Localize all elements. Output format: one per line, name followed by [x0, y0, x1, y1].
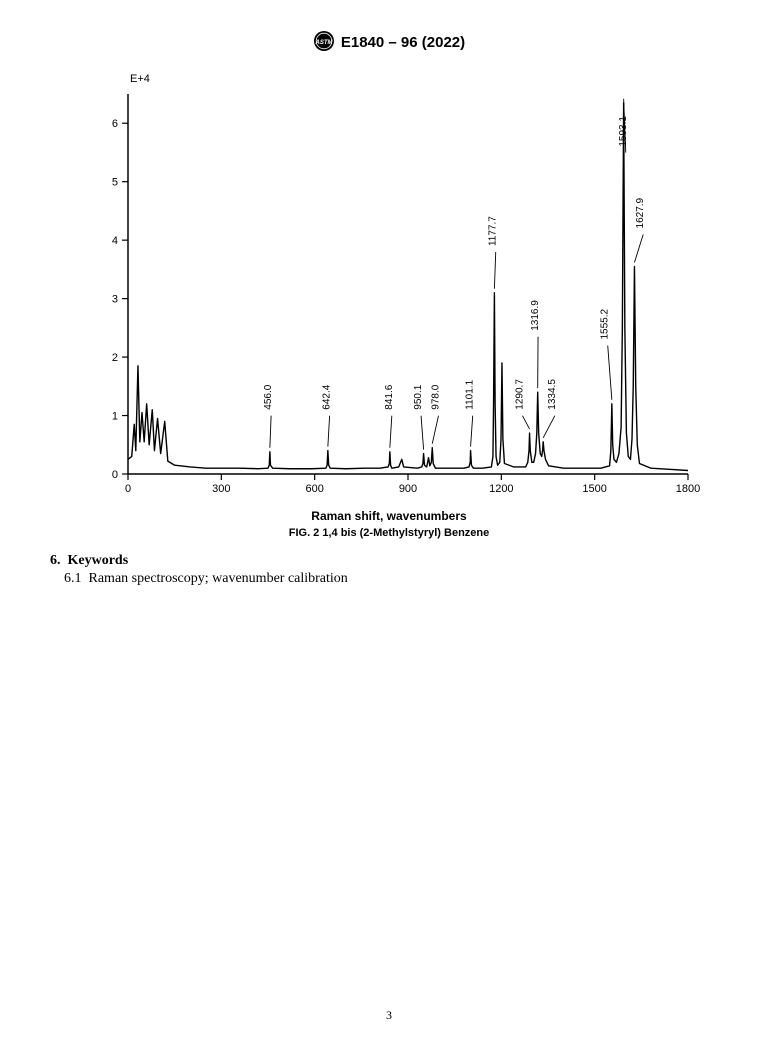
svg-text:1555.2: 1555.2	[600, 309, 611, 340]
svg-text:950.1: 950.1	[413, 384, 424, 409]
svg-text:0: 0	[125, 483, 131, 495]
astm-logo-icon: ASTM	[313, 30, 335, 56]
svg-text:300: 300	[212, 483, 230, 495]
svg-text:600: 600	[305, 483, 323, 495]
svg-text:1: 1	[112, 411, 118, 423]
svg-text:1800: 1800	[676, 483, 700, 495]
svg-text:456.0: 456.0	[263, 384, 274, 409]
section-number: 6.	[50, 553, 61, 568]
svg-text:1316.9: 1316.9	[530, 300, 541, 331]
spectrum-chart: 0 1 2 3 4 5 6 0 300 600 900 1200 1500 1800 E+4 456.0 642…	[70, 64, 708, 539]
svg-text:3: 3	[112, 294, 118, 306]
svg-text:0: 0	[112, 469, 118, 481]
section-heading: 6. Keywords	[50, 553, 728, 569]
subsection-text: Raman spectroscopy; wavenumber calibrati…	[89, 571, 348, 586]
svg-text:900: 900	[399, 483, 417, 495]
svg-text:1334.5: 1334.5	[547, 379, 558, 410]
chart-svg: 0 1 2 3 4 5 6 0 300 600 900 1200 1500 1800 E+4 456.0 642…	[70, 64, 708, 504]
standard-id: E1840 – 96 (2022)	[341, 34, 465, 51]
svg-text:E+4: E+4	[130, 73, 150, 85]
svg-text:1593.1: 1593.1	[618, 116, 629, 147]
page: { "header": { "standard_id": "E1840 – 96…	[0, 0, 778, 1041]
page-number: 3	[0, 1008, 778, 1023]
svg-text:978.0: 978.0	[430, 384, 441, 409]
section-title: Keywords	[68, 553, 129, 568]
page-header: ASTM E1840 – 96 (2022)	[0, 0, 778, 56]
svg-text:1177.7: 1177.7	[488, 216, 499, 246]
svg-text:1290.7: 1290.7	[514, 379, 525, 410]
subsection-number: 6.1	[64, 571, 82, 586]
x-axis-label: Raman shift, wavenumbers	[70, 509, 708, 523]
svg-text:1627.9: 1627.9	[635, 197, 646, 228]
body-text: 6. Keywords 6.1 Raman spectroscopy; wave…	[0, 539, 778, 587]
svg-text:6: 6	[112, 118, 118, 130]
svg-text:5: 5	[112, 177, 118, 189]
svg-text:2: 2	[112, 352, 118, 364]
svg-text:1101.1: 1101.1	[465, 379, 476, 409]
svg-text:ASTM: ASTM	[314, 40, 333, 46]
svg-text:1500: 1500	[582, 483, 606, 495]
svg-text:4: 4	[112, 235, 118, 247]
figure-caption: FIG. 2 1,4 bis (2-Methylstyryl) Benzene	[70, 527, 708, 539]
subsection: 6.1 Raman spectroscopy; wavenumber calib…	[50, 571, 728, 587]
svg-text:841.6: 841.6	[384, 384, 395, 409]
svg-text:642.4: 642.4	[322, 384, 333, 409]
svg-text:1200: 1200	[489, 483, 513, 495]
